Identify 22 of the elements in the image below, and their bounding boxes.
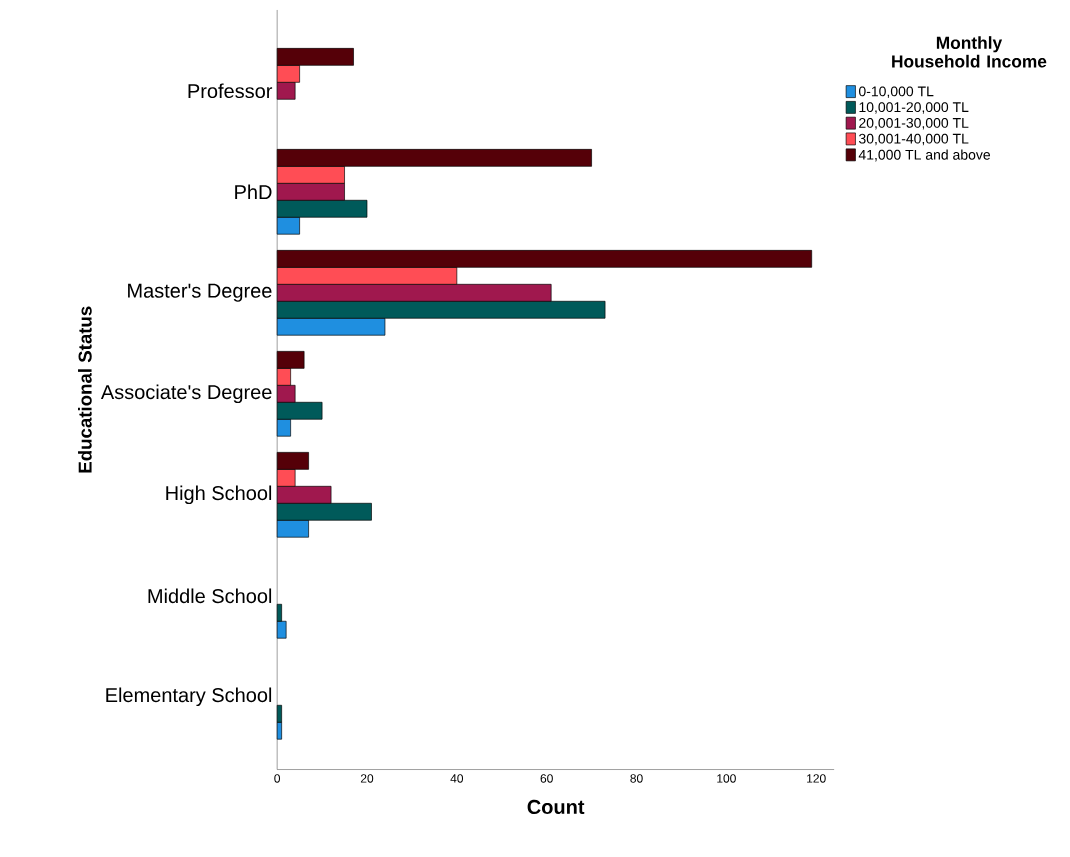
x-axis-title: Count — [527, 799, 585, 815]
y-tick-label: Associate's Degree — [100, 384, 272, 404]
y-tick-label: Elementary School — [106, 687, 272, 707]
x-tick-label: 0 — [274, 774, 281, 783]
legend-label: 41,000 TL and above — [858, 149, 991, 162]
x-tick-label: 40 — [450, 774, 464, 783]
x-tick-label: 120 — [807, 774, 826, 783]
y-tick-label: Master's Degree — [128, 283, 272, 302]
legend-label: 30,001-40,000 TL — [858, 133, 969, 146]
legend-label: 10,001-20,000 TL — [859, 102, 969, 114]
y-tick-label: Professor — [188, 83, 273, 99]
x-tick-label: 80 — [630, 774, 643, 783]
legend-title: Monthly Household Income — [892, 36, 1047, 68]
y-axis-title: Educational Status — [78, 306, 92, 473]
legend-label: 20,001-30,000 TL — [859, 118, 969, 130]
y-tick-label: PhD — [235, 184, 272, 200]
y-tick-label: High School — [166, 485, 272, 505]
y-tick-label: Middle School — [148, 588, 272, 604]
x-tick-label: 20 — [360, 774, 374, 783]
x-tick-label: 60 — [540, 774, 553, 783]
legend-label: 0-10,000 TL — [858, 86, 934, 99]
x-tick-label: 100 — [717, 774, 736, 783]
